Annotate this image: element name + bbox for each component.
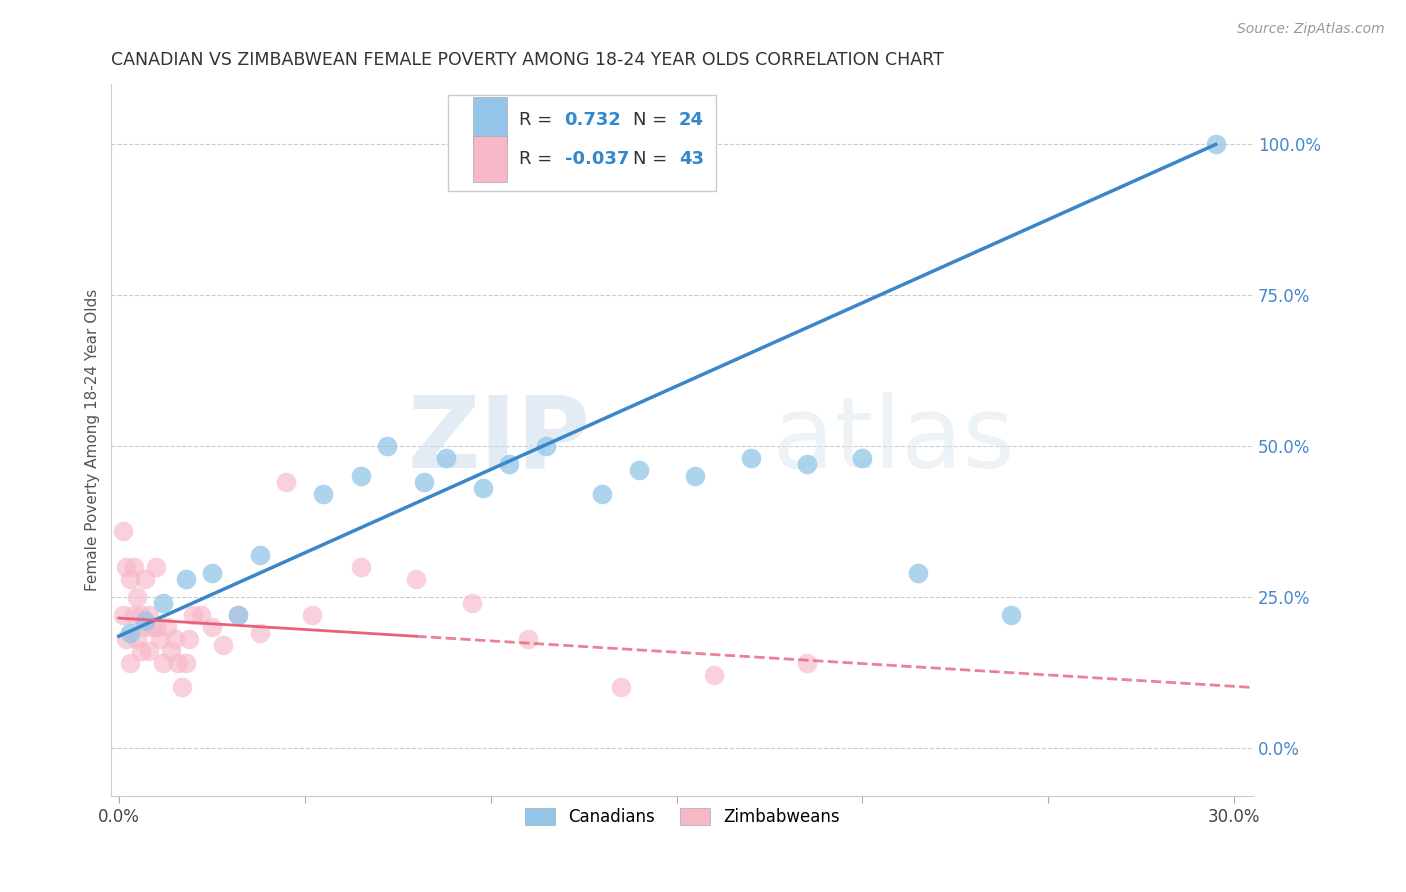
Point bbox=[163, 632, 186, 647]
Point bbox=[536, 439, 558, 453]
Point bbox=[349, 559, 371, 574]
Point bbox=[628, 463, 651, 477]
Point bbox=[122, 559, 145, 574]
Point bbox=[134, 614, 156, 628]
Point bbox=[127, 590, 149, 604]
Point bbox=[498, 457, 520, 471]
Text: 0.732: 0.732 bbox=[565, 111, 621, 128]
Point bbox=[174, 572, 197, 586]
Point bbox=[591, 487, 613, 501]
Point bbox=[201, 620, 224, 634]
Text: N =: N = bbox=[633, 111, 673, 128]
Point bbox=[145, 559, 167, 574]
Point bbox=[226, 608, 249, 623]
Point bbox=[796, 457, 818, 471]
Point bbox=[1000, 608, 1022, 623]
Point bbox=[212, 638, 235, 652]
FancyBboxPatch shape bbox=[474, 96, 508, 143]
Point bbox=[201, 566, 224, 580]
Point bbox=[129, 644, 152, 658]
Point bbox=[683, 469, 706, 483]
Point bbox=[375, 439, 398, 453]
Point bbox=[276, 475, 298, 490]
Point bbox=[138, 644, 160, 658]
Point bbox=[312, 487, 335, 501]
Point bbox=[249, 626, 271, 640]
Point bbox=[181, 608, 204, 623]
Point bbox=[118, 657, 141, 671]
Point bbox=[796, 657, 818, 671]
Point bbox=[129, 608, 152, 623]
Point bbox=[851, 451, 873, 466]
Point bbox=[405, 572, 427, 586]
FancyBboxPatch shape bbox=[449, 95, 717, 191]
Point bbox=[907, 566, 929, 580]
Point bbox=[149, 632, 172, 647]
Text: -0.037: -0.037 bbox=[565, 150, 628, 168]
Point bbox=[145, 620, 167, 634]
Text: Source: ZipAtlas.com: Source: ZipAtlas.com bbox=[1237, 22, 1385, 37]
Point bbox=[190, 608, 212, 623]
Point bbox=[610, 681, 633, 695]
Point bbox=[301, 608, 323, 623]
Point bbox=[111, 524, 134, 538]
Text: ZIP: ZIP bbox=[408, 392, 591, 489]
Point bbox=[118, 626, 141, 640]
Text: 24: 24 bbox=[679, 111, 703, 128]
Point bbox=[170, 681, 193, 695]
Point bbox=[249, 548, 271, 562]
Point bbox=[115, 632, 138, 647]
Point bbox=[115, 559, 138, 574]
Point bbox=[160, 644, 183, 658]
Legend: Canadians, Zimbabweans: Canadians, Zimbabweans bbox=[516, 799, 848, 834]
Point bbox=[174, 657, 197, 671]
Point bbox=[111, 608, 134, 623]
Text: CANADIAN VS ZIMBABWEAN FEMALE POVERTY AMONG 18-24 YEAR OLDS CORRELATION CHART: CANADIAN VS ZIMBABWEAN FEMALE POVERTY AM… bbox=[111, 51, 945, 69]
Point bbox=[118, 572, 141, 586]
Point bbox=[461, 596, 484, 610]
Point bbox=[134, 572, 156, 586]
Point bbox=[167, 657, 190, 671]
Point bbox=[349, 469, 371, 483]
Point bbox=[134, 620, 156, 634]
Text: 43: 43 bbox=[679, 150, 703, 168]
Text: atlas: atlas bbox=[773, 392, 1015, 489]
Point bbox=[122, 608, 145, 623]
Point bbox=[127, 632, 149, 647]
Point bbox=[141, 620, 163, 634]
Text: R =: R = bbox=[519, 111, 558, 128]
Point bbox=[152, 596, 174, 610]
Point bbox=[226, 608, 249, 623]
FancyBboxPatch shape bbox=[474, 136, 508, 182]
Point bbox=[138, 608, 160, 623]
Point bbox=[1205, 137, 1227, 152]
Point bbox=[179, 632, 201, 647]
Point bbox=[472, 482, 495, 496]
Point bbox=[156, 620, 179, 634]
Point bbox=[740, 451, 762, 466]
Point bbox=[703, 668, 725, 682]
Point bbox=[516, 632, 538, 647]
Point bbox=[412, 475, 434, 490]
Point bbox=[434, 451, 457, 466]
Text: R =: R = bbox=[519, 150, 558, 168]
Y-axis label: Female Poverty Among 18-24 Year Olds: Female Poverty Among 18-24 Year Olds bbox=[86, 289, 100, 591]
Point bbox=[152, 657, 174, 671]
Text: N =: N = bbox=[633, 150, 673, 168]
